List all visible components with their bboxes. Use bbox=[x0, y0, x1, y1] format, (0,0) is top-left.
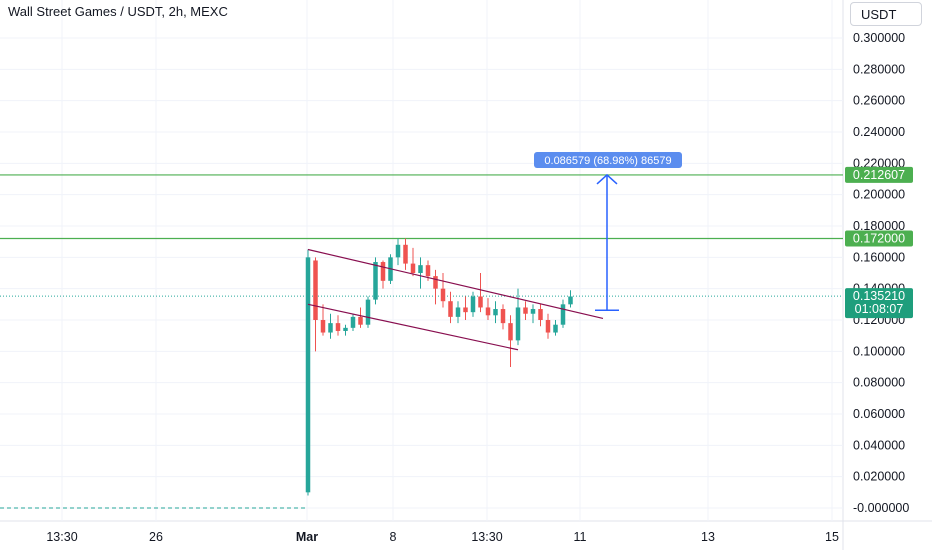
candle-body bbox=[403, 244, 408, 264]
y-tick-label: 0.060000 bbox=[853, 407, 905, 421]
x-tick-label: 26 bbox=[149, 530, 163, 544]
candle-body bbox=[553, 324, 558, 333]
y-tick-label: 0.260000 bbox=[853, 94, 905, 108]
channel-upper-line bbox=[307, 248, 604, 320]
y-tick-label: 0.100000 bbox=[853, 344, 905, 358]
candle-body bbox=[508, 323, 513, 341]
candle-body bbox=[523, 307, 528, 314]
candle-body bbox=[470, 296, 476, 313]
measure-arrowhead bbox=[596, 173, 618, 185]
x-tick-label: 11 bbox=[574, 530, 587, 544]
y-tick-label: 0.200000 bbox=[853, 188, 905, 202]
x-tick-label: 8 bbox=[390, 530, 397, 544]
candle-body bbox=[373, 262, 378, 300]
horizontal-line-label-bg bbox=[845, 166, 913, 183]
candle-body bbox=[560, 304, 566, 325]
candle-body bbox=[320, 320, 326, 333]
candle-body bbox=[425, 265, 431, 277]
candle-body bbox=[448, 301, 453, 317]
candle-body bbox=[485, 307, 491, 316]
candle-body bbox=[350, 316, 356, 328]
candle-body bbox=[380, 262, 386, 281]
candle-body bbox=[313, 260, 318, 320]
candle-body bbox=[433, 276, 438, 289]
last-price-label-bg bbox=[845, 288, 913, 319]
candle-body bbox=[478, 296, 483, 308]
x-tick-label: 15 bbox=[825, 530, 839, 544]
candle-body bbox=[493, 309, 498, 316]
candle-body bbox=[515, 307, 521, 341]
chart-title: Wall Street Games / USDT, 2h, MEXC bbox=[8, 4, 228, 19]
candle-body bbox=[335, 323, 341, 331]
y-tick-label: 0.020000 bbox=[853, 470, 905, 484]
candle-body bbox=[365, 299, 371, 325]
candle-body bbox=[358, 316, 363, 325]
candle-body bbox=[305, 257, 311, 493]
candle-body bbox=[568, 296, 573, 305]
y-tick-label: 0.280000 bbox=[853, 62, 905, 76]
horizontal-line-label: 0.172000 bbox=[853, 232, 905, 246]
x-tick-label: 13:30 bbox=[46, 530, 77, 544]
candle-body bbox=[545, 320, 551, 333]
candle-body bbox=[538, 309, 543, 320]
y-tick-label: 0.220000 bbox=[853, 156, 905, 170]
x-tick-label: 13:30 bbox=[471, 530, 502, 544]
horizontal-line-label: 0.212607 bbox=[853, 168, 905, 182]
candle-body bbox=[500, 309, 506, 324]
x-tick-label: Mar bbox=[296, 530, 318, 544]
y-tick-label: 0.080000 bbox=[853, 376, 905, 390]
channel-lower-line bbox=[307, 303, 519, 351]
measure-label-bg bbox=[534, 152, 682, 168]
y-tick-label: 0.160000 bbox=[853, 250, 905, 264]
last-price-label: 0.135210 bbox=[853, 289, 905, 303]
candle-body bbox=[455, 307, 461, 317]
candle-body bbox=[328, 323, 333, 333]
candle-body bbox=[440, 288, 446, 302]
last-price-countdown: 01:08:07 bbox=[855, 302, 904, 316]
y-tick-label: 0.040000 bbox=[853, 438, 905, 452]
x-tick-label: 13 bbox=[701, 530, 715, 544]
candle-body bbox=[343, 327, 348, 331]
candle-body bbox=[395, 244, 401, 258]
y-tick-label: -0.000000 bbox=[853, 501, 909, 515]
measure-label: 0.086579 (68.98%) 86579 bbox=[544, 155, 671, 167]
y-tick-label: 0.240000 bbox=[853, 125, 905, 139]
candle-body bbox=[463, 307, 468, 313]
currency-button[interactable]: USDT bbox=[850, 2, 922, 26]
y-tick-label: 0.300000 bbox=[853, 31, 905, 45]
candle-body bbox=[418, 265, 423, 273]
horizontal-line-label-bg bbox=[845, 230, 913, 247]
candle-body bbox=[530, 309, 536, 314]
y-tick-label: 0.180000 bbox=[853, 219, 905, 233]
candle-body bbox=[410, 263, 416, 273]
